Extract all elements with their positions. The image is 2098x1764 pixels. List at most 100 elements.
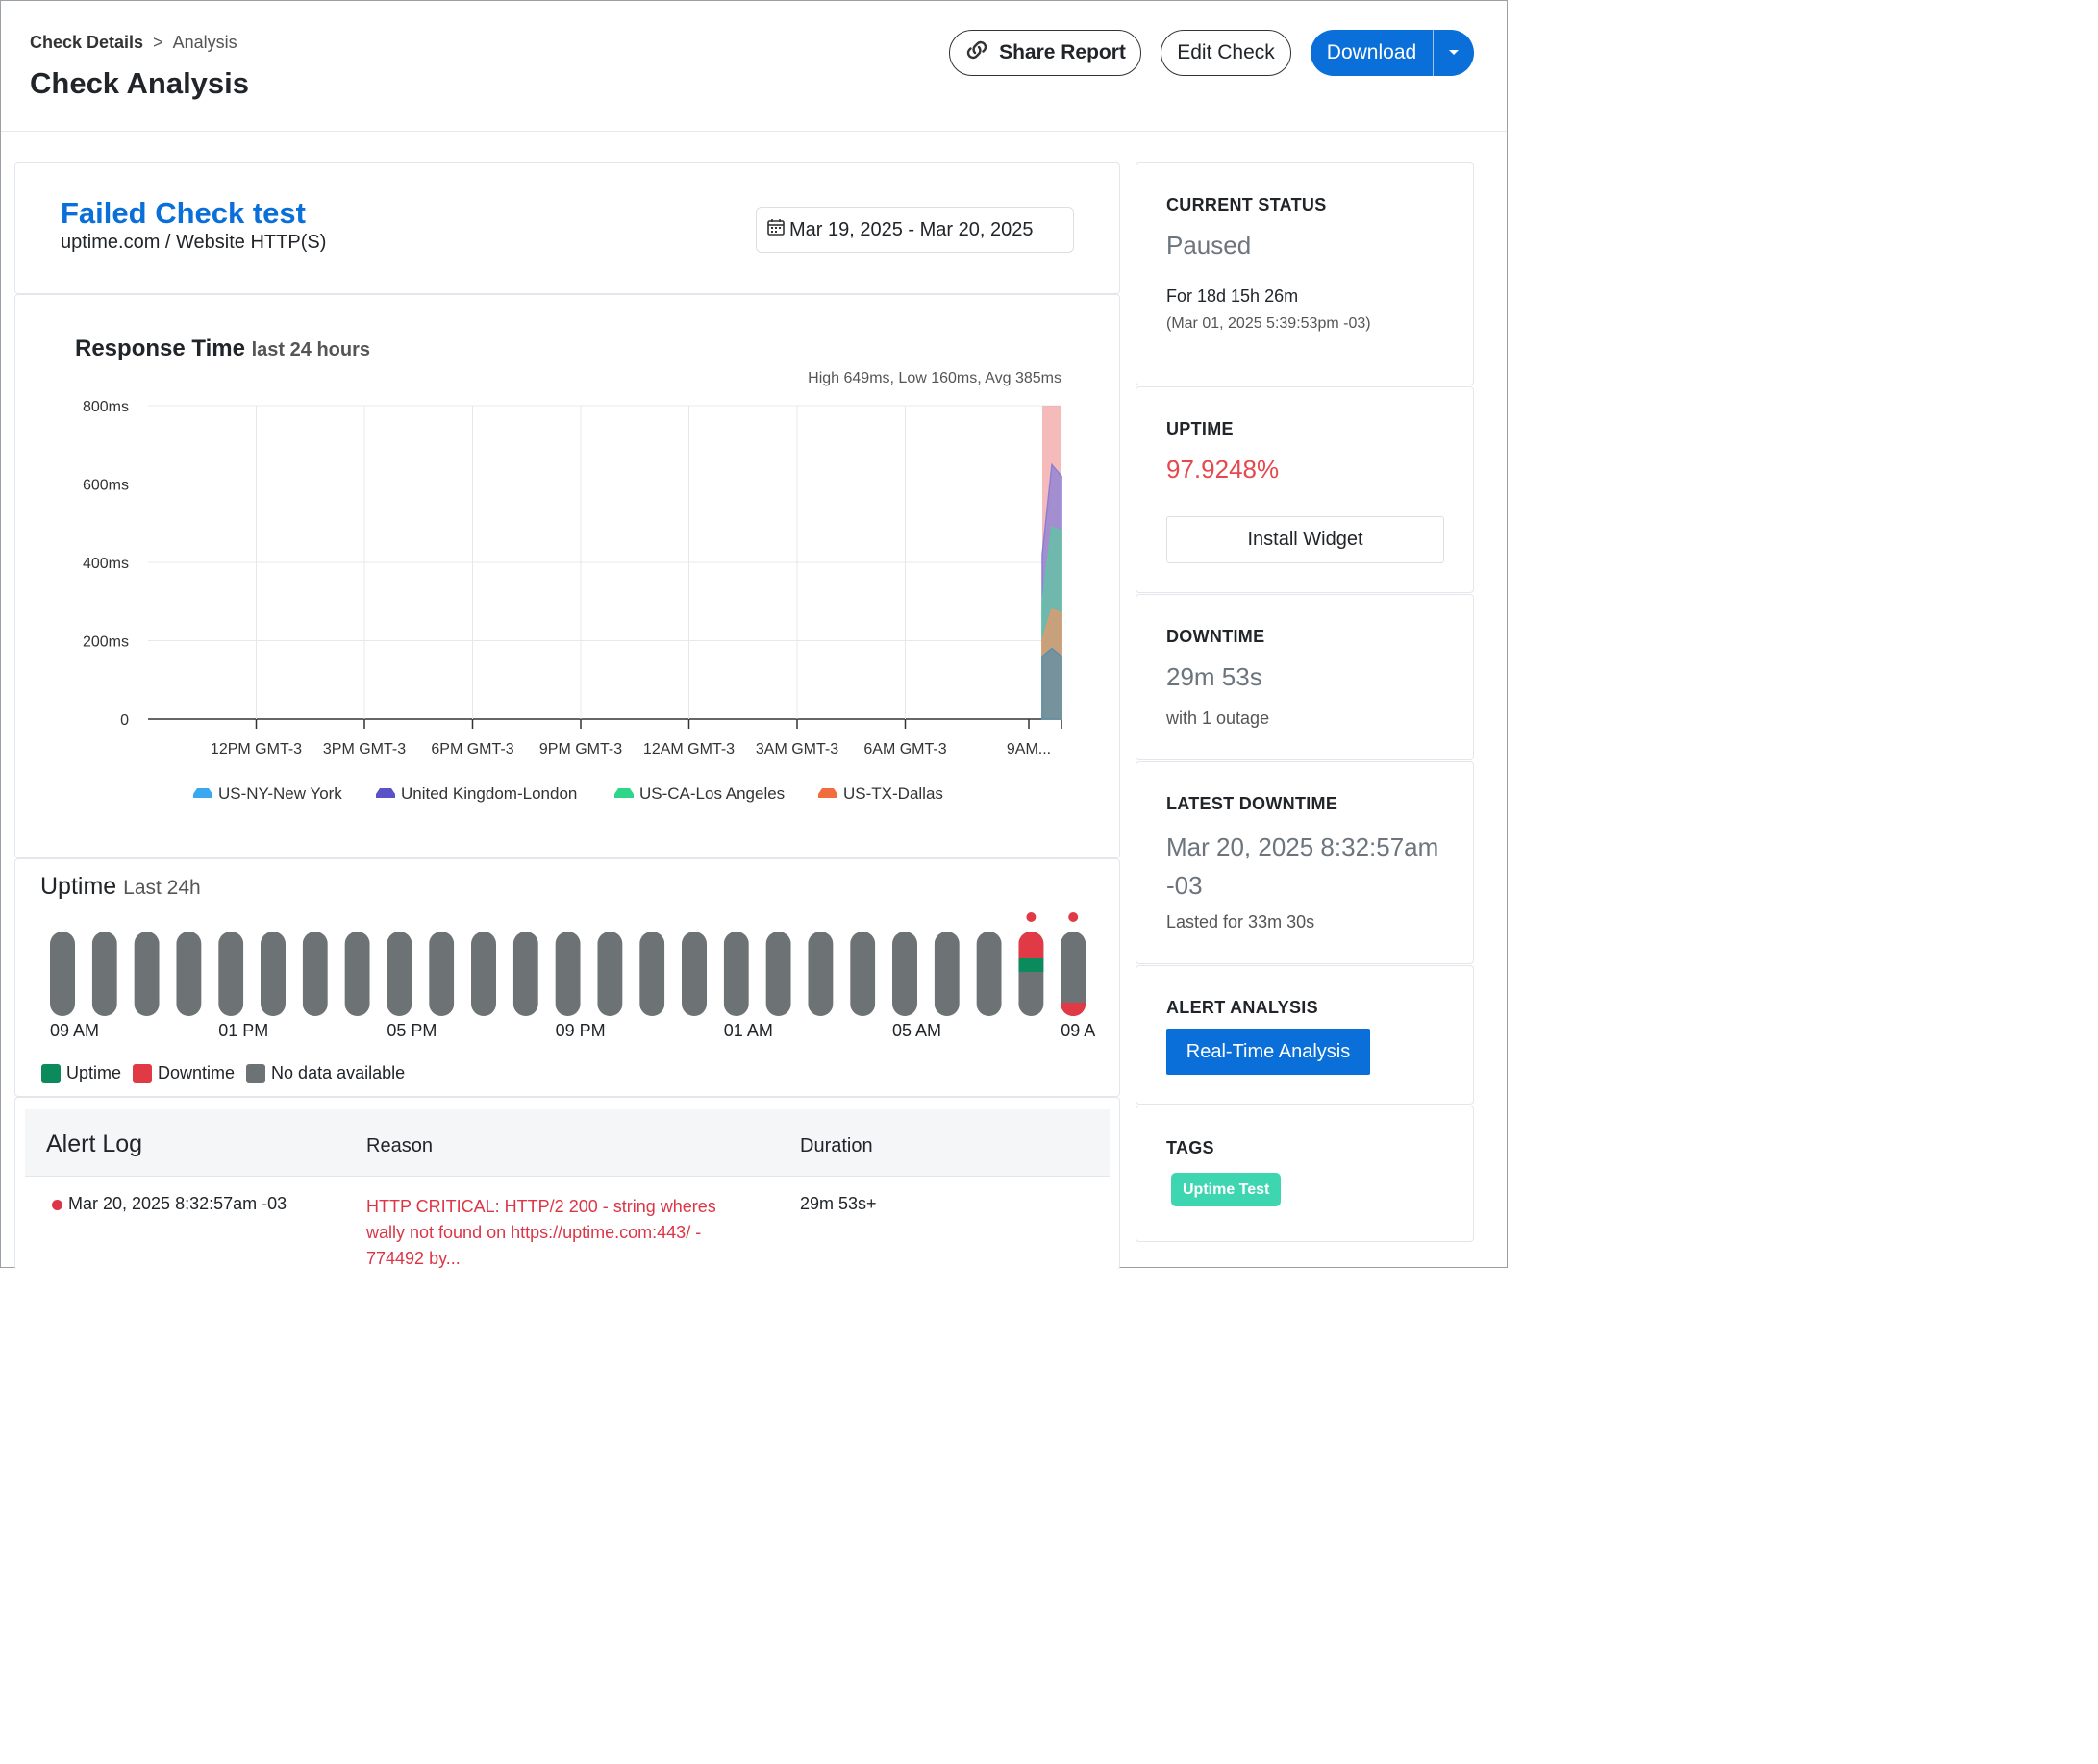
hour-label: 09 PM <box>556 1021 606 1040</box>
uptime-bar[interactable] <box>808 932 834 1016</box>
legend-label: United Kingdom-London <box>401 784 577 803</box>
chart-title-suffix: last 24 hours <box>251 339 371 360</box>
check-subtitle: uptime.com / Website HTTP(S) <box>61 232 327 253</box>
uptime-bar[interactable] <box>429 932 455 1016</box>
legend-downtime-label: Downtime <box>158 1063 236 1082</box>
chart-title: Response Time last 24 hours <box>75 335 370 362</box>
current-status-label: CURRENT STATUS <box>1166 195 1327 214</box>
uptime-bar[interactable] <box>892 932 917 1016</box>
uptime-swatch <box>41 1063 61 1083</box>
current-status-value: Paused <box>1166 231 1252 260</box>
downtime-value: 29m 53s <box>1166 662 1262 691</box>
current-status-since: (Mar 01, 2025 5:39:53pm -03) <box>1166 315 1371 332</box>
chart-title-main: Response Time <box>75 335 245 361</box>
hour-label: 01 PM <box>218 1021 268 1040</box>
uptime-bar[interactable] <box>344 932 370 1016</box>
uptime-bar[interactable] <box>850 932 876 1016</box>
uptime-bar[interactable] <box>261 932 286 1016</box>
check-name[interactable]: Failed Check test <box>61 196 306 230</box>
downtime-marker-icon <box>1068 912 1079 922</box>
uptime-bar[interactable] <box>1018 932 1044 1016</box>
x-tick-label: 9PM GMT-3 <box>539 741 622 758</box>
uptime-bar[interactable] <box>50 932 75 1016</box>
check-title-card: Failed Check test uptime.com / Website H… <box>14 162 1120 294</box>
legend-marker-icon <box>818 788 837 798</box>
download-label[interactable]: Download <box>1326 41 1417 63</box>
legend-label: US-CA-Los Angeles <box>639 784 785 803</box>
breadcrumb-separator: > <box>153 33 163 52</box>
legend-nodata: No data available <box>246 1063 405 1083</box>
alert-log-header: Alert Log Reason Duration <box>25 1109 1110 1177</box>
uptime-bar[interactable] <box>134 932 160 1016</box>
legend-label: US-TX-Dallas <box>843 784 943 803</box>
hour-label: 05 AM <box>892 1021 941 1040</box>
edit-check-button[interactable]: Edit Check <box>1161 30 1291 76</box>
legend-marker-icon <box>376 788 395 798</box>
alert-log-card: Alert Log Reason Duration Mar 20, 2025 8… <box>14 1097 1120 1270</box>
downtime-note: with 1 outage <box>1166 708 1270 728</box>
uptime-bar[interactable] <box>471 932 496 1016</box>
x-tick-label: 6AM GMT-3 <box>863 741 946 758</box>
uptime-bar[interactable] <box>1061 932 1086 1016</box>
uptime-bar[interactable] <box>218 932 244 1016</box>
y-tick-label: 0 <box>120 712 129 729</box>
uptime-bar[interactable] <box>639 932 665 1016</box>
uptime-bar[interactable] <box>765 932 791 1016</box>
legend-nodata-label: No data available <box>271 1063 406 1082</box>
uptime-bar[interactable] <box>976 932 1002 1016</box>
page-header: Check Details > Analysis Check Analysis … <box>1 1 1507 132</box>
hour-label: 05 PM <box>387 1021 437 1040</box>
latest-downtime-value: Mar 20, 2025 8:32:57am -03 <box>1166 832 1439 900</box>
x-tick-label: 12PM GMT-3 <box>211 741 302 758</box>
caret-down-icon[interactable] <box>1433 30 1474 76</box>
x-tick-label: 3AM GMT-3 <box>756 741 838 758</box>
uptime-bar[interactable] <box>723 932 749 1016</box>
series-area <box>1041 647 1062 720</box>
uptime-bar[interactable] <box>176 932 202 1016</box>
uptime-bar[interactable] <box>302 932 328 1016</box>
column-reason: Reason <box>366 1135 433 1156</box>
tag-uptime-test[interactable]: Uptime Test <box>1171 1173 1282 1206</box>
alert-duration: 29m 53s+ <box>800 1194 877 1213</box>
chart-stats: High 649ms, Low 160ms, Avg 385ms <box>808 370 1061 386</box>
share-report-button[interactable]: Share Report <box>949 30 1141 76</box>
alert-status-dot <box>52 1200 62 1210</box>
install-widget-button[interactable]: Install Widget <box>1166 516 1444 563</box>
x-tick-label: 12AM GMT-3 <box>643 741 735 758</box>
alert-reason[interactable]: HTTP CRITICAL: HTTP/2 200 - string where… <box>366 1197 716 1268</box>
breadcrumb: Check Details > Analysis <box>30 33 237 53</box>
legend-uptime: Uptime <box>41 1063 121 1083</box>
date-range-picker[interactable]: Mar 19, 2025 - Mar 20, 2025 <box>756 207 1074 253</box>
alert-analysis-label: ALERT ANALYSIS <box>1166 998 1318 1017</box>
uptime-bar[interactable] <box>555 932 581 1016</box>
hour-label: 09 AM <box>50 1021 99 1040</box>
download-button[interactable]: Download <box>1311 30 1474 76</box>
uptime-label: UPTIME <box>1166 419 1234 438</box>
uptime-bar[interactable] <box>387 932 412 1016</box>
uptime-bar[interactable] <box>512 932 538 1016</box>
uptime-title-main: Uptime <box>40 873 117 900</box>
y-tick-label: 200ms <box>83 634 129 651</box>
uptime-bar[interactable] <box>934 932 960 1016</box>
alert-analysis-card: ALERT ANALYSIS Real-Time Analysis <box>1136 965 1474 1105</box>
uptime-title-suffix: Last 24h <box>123 877 201 899</box>
downtime-card: DOWNTIME 29m 53s with 1 outage <box>1136 594 1474 760</box>
downtime-label: DOWNTIME <box>1166 627 1265 646</box>
x-tick-label: 9AM... <box>1007 741 1051 758</box>
real-time-analysis-button[interactable]: Real-Time Analysis <box>1166 1029 1370 1075</box>
uptime-bar[interactable] <box>682 932 707 1016</box>
uptime-bar[interactable] <box>597 932 623 1016</box>
y-tick-label: 600ms <box>83 478 129 494</box>
latest-downtime-card: LATEST DOWNTIME Mar 20, 2025 8:32:57am -… <box>1136 761 1474 964</box>
tags-label: TAGS <box>1166 1138 1214 1157</box>
breadcrumb-check-details[interactable]: Check Details <box>30 33 144 52</box>
nodata-swatch <box>246 1063 266 1083</box>
uptime-bar[interactable] <box>91 932 117 1016</box>
uptime-summary-card: UPTIME 97.9248% Install Widget <box>1136 386 1474 593</box>
alert-date: Mar 20, 2025 8:32:57am -03 <box>68 1194 287 1213</box>
legend-downtime: Downtime <box>133 1063 235 1083</box>
downtime-swatch <box>133 1063 153 1083</box>
x-tick-label: 3PM GMT-3 <box>323 741 406 758</box>
page-title: Check Analysis <box>30 66 250 100</box>
x-tick-label: 6PM GMT-3 <box>431 741 513 758</box>
